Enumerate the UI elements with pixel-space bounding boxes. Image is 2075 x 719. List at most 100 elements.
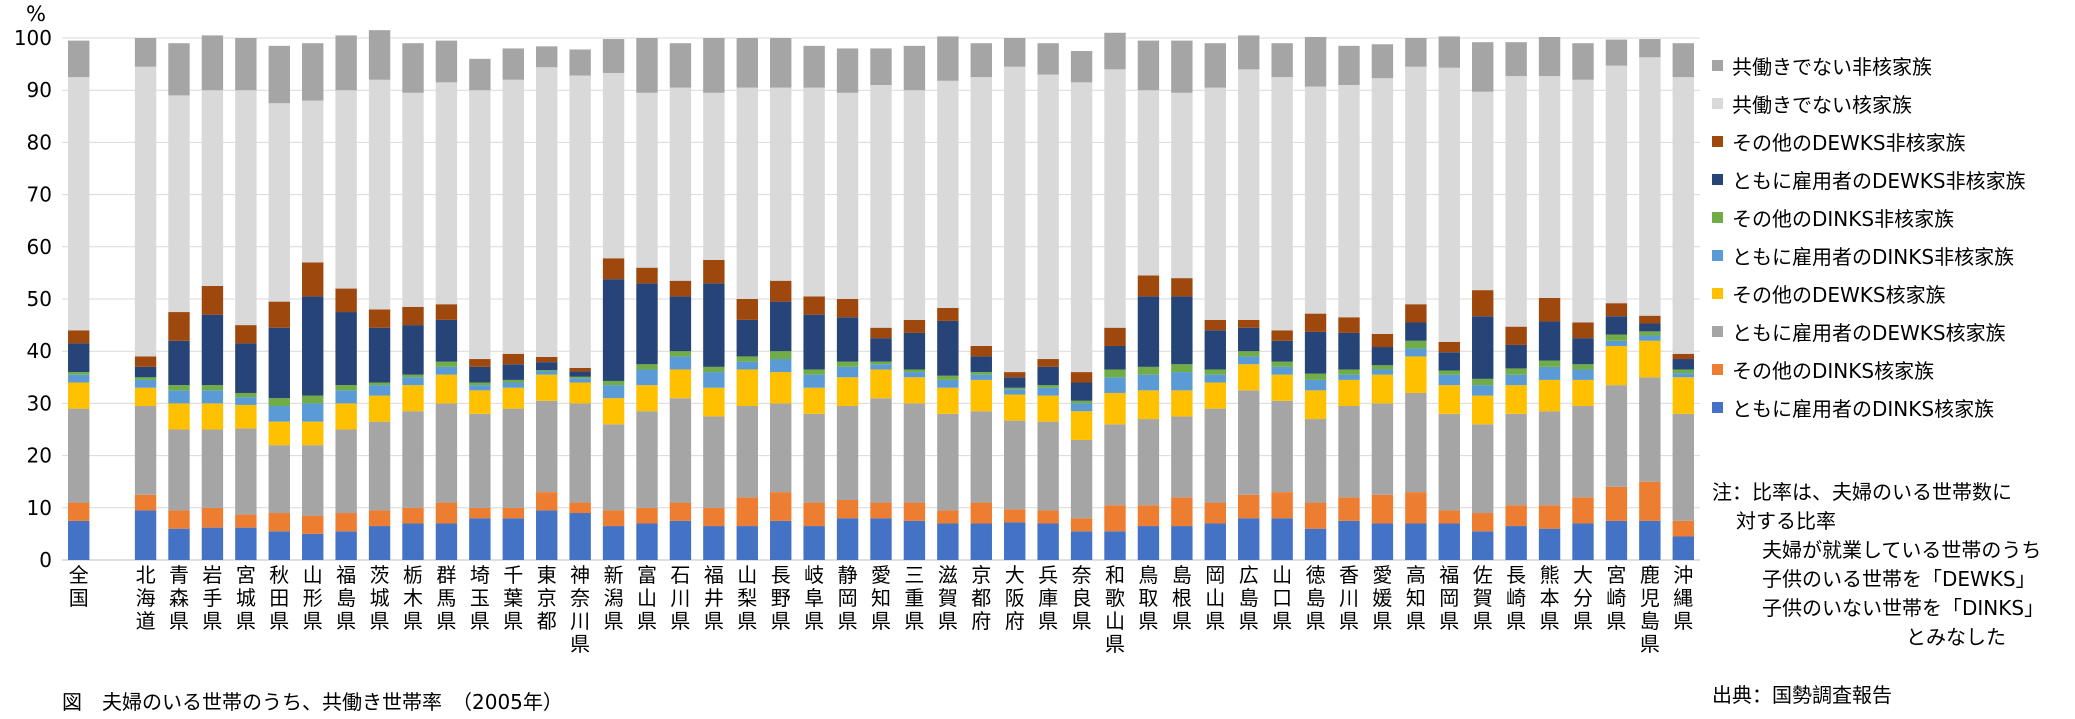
bar-segment	[669, 356, 692, 370]
x-tick-label: 高知県	[1406, 563, 1426, 633]
bar-segment	[1505, 42, 1527, 77]
bar-segment	[970, 345, 992, 357]
bar-segment	[803, 374, 825, 388]
bar-segment	[1672, 536, 1694, 560]
x-tick-label: 徳島県	[1306, 563, 1326, 633]
bar-segment	[201, 285, 224, 315]
bar-segment	[302, 395, 324, 404]
legend-swatch	[1712, 363, 1723, 375]
bar-segment	[937, 379, 959, 388]
bar-segment	[937, 307, 959, 321]
bar-segment	[636, 369, 658, 386]
bar-segment	[636, 267, 658, 284]
bar-segment	[1605, 65, 1628, 304]
note-line-4: 子供のいる世帯を「DEWKS」	[1762, 567, 2036, 591]
x-tick-label: 三重県	[904, 563, 924, 633]
bar-segment	[1538, 379, 1561, 412]
bar-segment	[602, 424, 625, 511]
bar-segment	[302, 445, 324, 516]
bar-segment	[736, 526, 758, 560]
bar-segment	[1204, 87, 1226, 320]
bar-segment	[268, 513, 290, 532]
bar-segment	[803, 502, 825, 527]
bar-segment	[1438, 67, 1460, 342]
bar-segment	[1605, 486, 1628, 521]
bar-segment	[1472, 395, 1494, 425]
bar-segment	[1639, 481, 1661, 521]
bar-segment	[402, 507, 424, 524]
bar-segment	[1538, 411, 1561, 506]
bar-segment	[469, 58, 491, 91]
bar-segment	[1137, 505, 1160, 527]
bar-segment	[368, 510, 391, 527]
bar-segment	[469, 413, 491, 508]
x-tick-label: 栃木県	[403, 563, 423, 633]
x-tick-label: 北海道	[136, 563, 156, 633]
bar-segment	[1137, 390, 1160, 420]
bar-segment	[1304, 313, 1327, 332]
bar-segment	[870, 502, 892, 519]
bar-segment	[1070, 403, 1093, 412]
bar-segment	[903, 520, 926, 560]
bar-segment	[669, 520, 692, 560]
bar-segment	[1204, 369, 1226, 375]
bar-segment	[703, 416, 725, 508]
bar-segment	[1004, 387, 1026, 390]
bar-segment	[1639, 57, 1661, 316]
bar-segment	[1639, 39, 1661, 58]
y-tick-label: 10	[27, 496, 52, 520]
bar-segment	[1271, 400, 1293, 493]
bar-segment	[68, 374, 90, 383]
bar-segment	[602, 385, 625, 399]
bar-segment	[636, 523, 658, 560]
bar-segment	[803, 45, 825, 88]
bar-segment	[68, 40, 90, 78]
bar-segment	[770, 372, 792, 404]
legend-label: その他のDINKS非核家族	[1732, 206, 1955, 231]
bar-segment	[1338, 374, 1360, 380]
bar-segment	[1572, 43, 1594, 80]
bar-segment	[602, 510, 625, 527]
legend-swatch	[1712, 211, 1723, 223]
bar-segment	[1505, 526, 1527, 560]
legend-item: 共働きでない核家族	[1712, 84, 2072, 122]
bar-segment	[536, 510, 558, 560]
x-tick-label: 群馬県	[436, 563, 456, 633]
bar-segment	[1304, 331, 1327, 374]
bar-segment	[1070, 372, 1093, 383]
bar-segment	[903, 369, 926, 373]
bar-segment	[302, 403, 324, 422]
bar-segment	[1204, 374, 1226, 383]
bar-segment	[1505, 76, 1527, 327]
bar-segment	[870, 84, 892, 328]
bar-segment	[569, 371, 591, 377]
bar-segment	[1438, 370, 1460, 375]
bar-segment	[435, 40, 458, 83]
bar-segment	[1171, 278, 1193, 297]
bar-segment	[1505, 385, 1527, 414]
bar-segment	[602, 72, 625, 259]
bar-segment	[602, 279, 625, 381]
bar-segment	[1238, 351, 1260, 357]
x-tick-label: 福井県	[704, 563, 724, 633]
bar-segment	[569, 376, 591, 379]
bar-segment	[201, 527, 224, 560]
bar-segment	[770, 87, 792, 281]
bar-segment	[803, 369, 825, 375]
bar-segment	[1639, 315, 1661, 324]
bar-segment	[1472, 513, 1494, 532]
bar-segment	[1338, 45, 1360, 85]
bar-segment	[134, 38, 157, 67]
bar-segment	[235, 392, 257, 398]
bar-segment	[970, 43, 992, 78]
bar-segment	[636, 507, 658, 524]
bar-segment	[134, 66, 157, 357]
x-tick-label: 山口県	[1272, 563, 1292, 633]
bar-segment	[1672, 413, 1694, 521]
bar-segment	[836, 366, 859, 378]
bar-segment	[469, 507, 491, 519]
x-tick-label: 京都府	[971, 563, 991, 633]
bar-segment	[235, 428, 257, 515]
legend-swatch	[1712, 401, 1723, 413]
bar-segment	[1672, 369, 1694, 374]
